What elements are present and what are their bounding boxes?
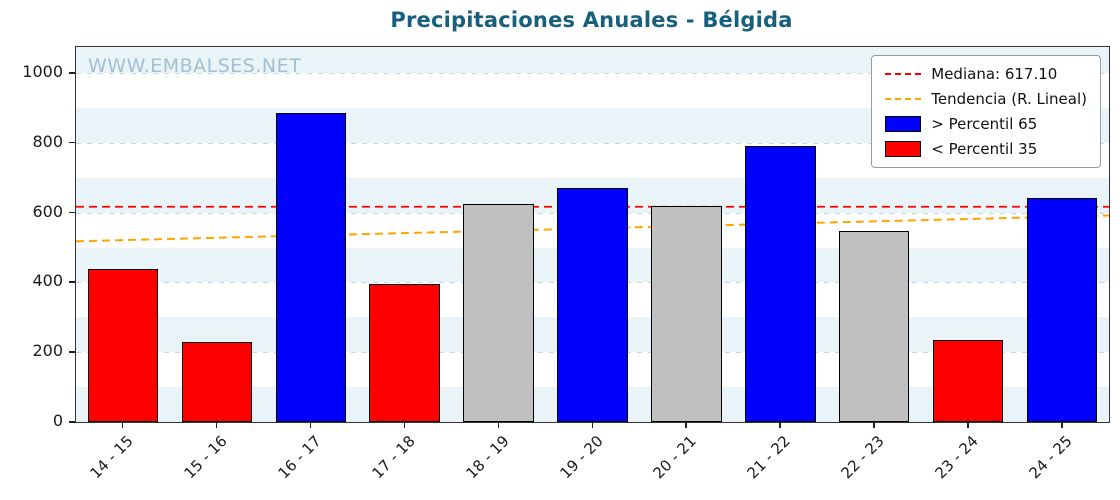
bar-16-17: [275, 112, 346, 422]
y-tick-mark: [69, 351, 75, 353]
x-tick-label-22-23: 22 - 23: [837, 432, 888, 483]
bar-18-19: [463, 203, 534, 422]
bar-19-20: [557, 187, 628, 422]
y-tick-mark: [69, 281, 75, 283]
legend-item-trend: Tendencia (R. Lineal): [885, 90, 1087, 108]
y-tick-label-800: 800: [32, 131, 63, 151]
x-tick-label-19-20: 19 - 20: [555, 432, 607, 483]
median-line-sample-icon: [885, 73, 922, 75]
x-tick-label-18-19: 18 - 19: [462, 432, 513, 483]
bar-23-24: [932, 340, 1004, 422]
y-tick-label-400: 400: [32, 271, 63, 291]
gridline-800: [76, 142, 1109, 144]
plot-area: WWW.EMBALSES.NET Mediana: 617.10 Tendenc…: [75, 46, 1110, 423]
bar-17-18: [369, 283, 440, 422]
legend-median-label: Mediana: 617.10: [931, 65, 1058, 83]
y-tick-mark: [69, 72, 75, 74]
y-tick-label-0: 0: [52, 411, 63, 430]
legend-item-above-percentile: > Percentil 65: [885, 115, 1087, 133]
y-tick-label-1000: 1000: [22, 62, 63, 82]
x-tick-label-20-21: 20 - 21: [649, 432, 701, 483]
x-tick-label-17-18: 17 - 18: [368, 432, 419, 483]
legend-item-below-percentile: < Percentil 35: [885, 140, 1087, 158]
trend-line-sample-icon: [885, 98, 922, 100]
above-percentile-swatch-icon: [885, 116, 922, 132]
legend-above-label: > Percentil 65: [931, 115, 1038, 133]
bar-15-16: [181, 342, 253, 422]
bar-20-21: [651, 205, 722, 422]
bar-24-25: [1026, 198, 1098, 422]
y-tick-mark: [69, 211, 75, 214]
bar-21-22: [745, 146, 816, 422]
legend-below-label: < Percentil 35: [931, 140, 1038, 158]
y-tick-mark: [69, 421, 75, 423]
y-tick-mark: [69, 141, 75, 144]
legend: Mediana: 617.10 Tendencia (R. Lineal) > …: [871, 55, 1101, 168]
x-tick-label-15-16: 15 - 16: [180, 432, 231, 483]
x-tick-label-21-22: 21 - 22: [743, 432, 795, 483]
x-tick-label-16-17: 16 - 17: [274, 432, 325, 483]
chart-title: Precipitaciones Anuales - Bélgida: [390, 8, 793, 32]
y-tick-label-200: 200: [32, 341, 63, 361]
bar-14-15: [87, 268, 159, 422]
legend-trend-label: Tendencia (R. Lineal): [931, 90, 1087, 108]
gridline-1000: [76, 73, 1109, 75]
y-axis: 0 200 400 600 800 1000: [0, 0, 75, 500]
x-tick-label-23-24: 23 - 24: [931, 432, 982, 483]
watermark: WWW.EMBALSES.NET: [88, 55, 302, 77]
y-tick-label-600: 600: [32, 201, 63, 221]
bar-22-23: [839, 230, 910, 422]
below-percentile-swatch-icon: [885, 141, 922, 157]
x-tick-label-24-25: 24 - 25: [1025, 432, 1076, 483]
legend-item-median: Mediana: 617.10: [885, 65, 1087, 83]
